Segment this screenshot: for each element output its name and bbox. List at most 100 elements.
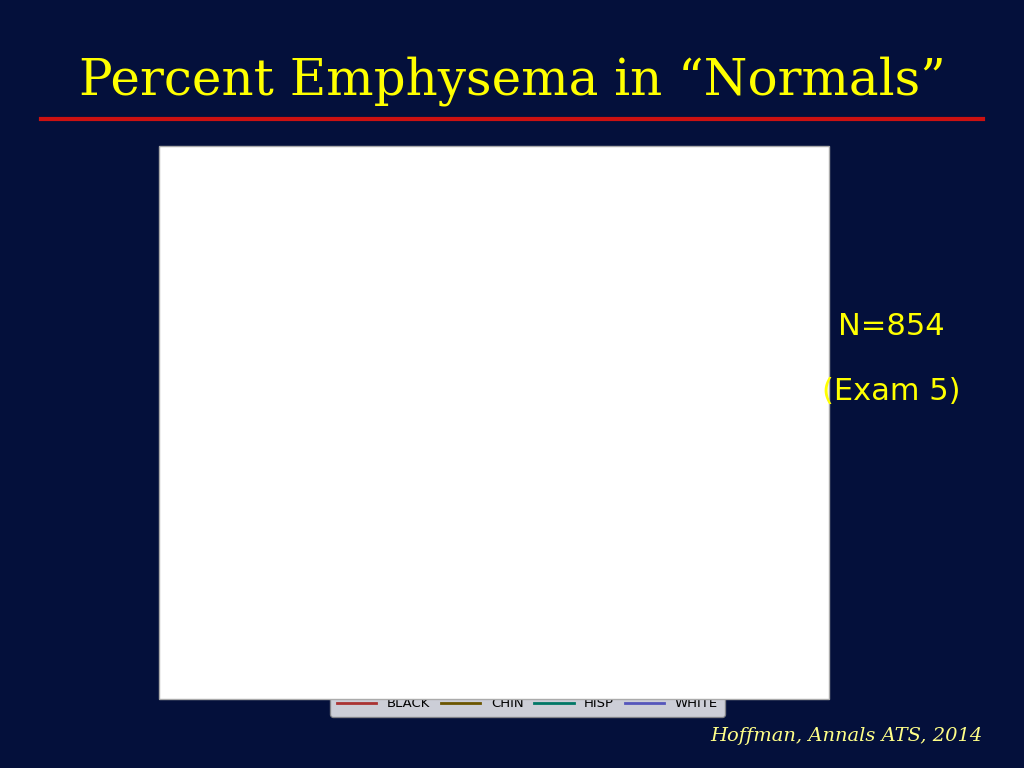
Point [577,278,593,290]
Point [650,292,667,304]
Point [530,326,547,338]
Point [721,376,737,389]
Point [452,371,468,383]
Point [711,280,727,293]
Point [601,431,617,443]
Point [561,442,578,455]
Point [563,409,580,421]
Point [287,486,303,498]
Point [373,431,389,443]
Point [493,432,509,444]
Point [725,292,741,304]
Point [671,394,687,406]
Point [455,325,471,337]
Point [408,453,424,465]
Point [626,419,642,431]
Point [334,388,350,400]
Point [463,327,479,339]
Point [611,442,628,455]
Point [627,291,643,303]
Point [624,296,640,309]
Point [582,453,598,465]
Point [428,410,444,422]
Point [463,409,479,421]
Point [647,402,664,414]
Point [328,372,344,384]
Point [552,449,568,462]
Point [375,469,391,482]
Point [592,316,608,328]
Point [530,455,547,468]
Point [625,422,641,435]
Point [490,434,507,446]
Point [469,460,485,472]
Point [337,480,353,492]
Point [672,394,688,406]
Point [453,342,469,354]
Point [611,420,628,432]
Point [418,398,434,410]
Point [470,455,486,467]
Point [415,359,431,372]
Point [357,395,374,407]
Point [707,382,723,394]
Point [562,429,579,442]
Point [449,447,465,459]
Point [656,372,673,384]
Point [497,449,513,461]
Point [534,420,550,432]
Point [326,407,342,419]
Point [309,393,326,406]
Point [502,410,518,422]
Point [688,430,705,442]
Point [637,409,653,422]
Point [519,436,536,449]
Point [324,485,340,498]
Point [446,386,463,399]
Point [426,449,442,461]
Point [349,370,366,382]
Point [714,275,730,287]
Point [582,305,598,317]
Point [632,449,648,461]
Point [562,451,579,463]
Point [670,263,686,276]
Point [592,303,608,315]
Point [600,451,616,463]
Point [620,450,636,462]
Point [508,441,524,453]
Point [675,408,691,420]
Point [548,319,564,331]
Point [401,323,418,335]
Point [669,307,685,319]
Point [741,248,758,260]
Point [624,436,640,449]
Point [495,329,511,342]
Point [347,392,364,404]
Point [345,379,361,391]
Point [468,379,484,391]
Point [406,368,422,380]
Point [488,419,505,432]
Point [319,369,336,381]
Point [426,455,442,467]
Point [430,484,446,496]
Point [681,376,697,388]
Point [733,291,750,303]
Point [543,455,559,468]
Point [451,473,467,485]
Point [753,257,769,270]
Point [425,415,441,427]
Point [643,389,659,401]
Point [413,437,429,449]
Point [707,380,723,392]
Point [723,314,739,326]
Point [609,447,626,459]
Point [445,469,462,482]
Point [552,406,568,419]
Point [440,415,457,428]
Point [542,452,558,465]
Point [481,466,498,478]
Point [673,416,689,429]
Point [648,300,665,313]
